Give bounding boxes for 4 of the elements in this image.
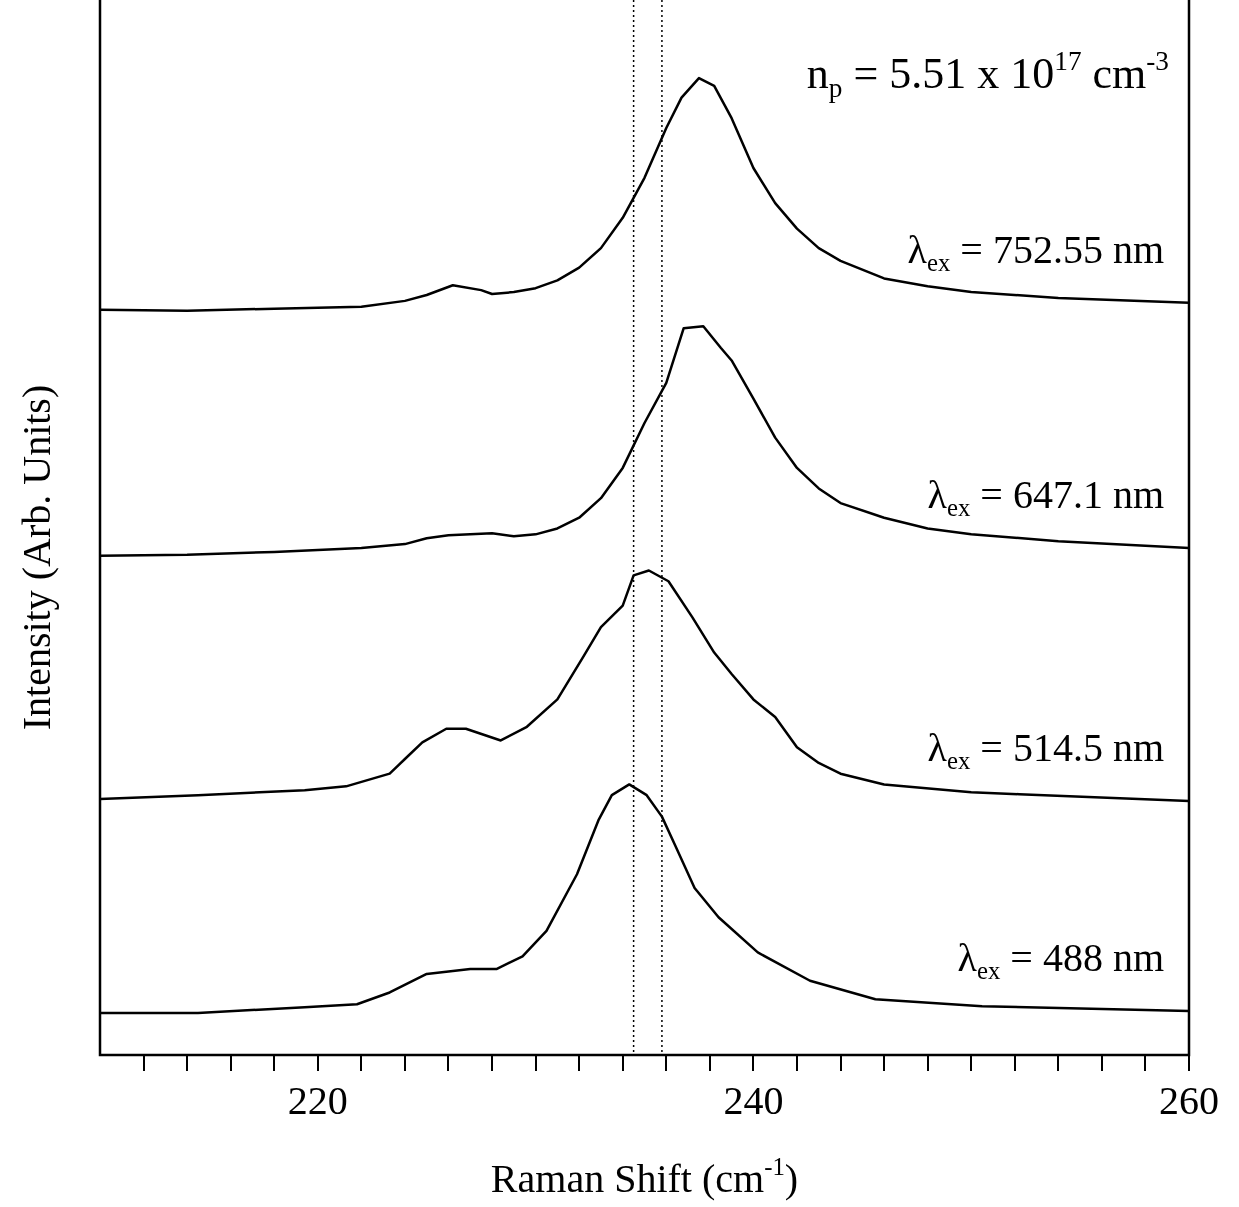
x-tick-label: 260 xyxy=(1159,1077,1219,1123)
x-tick-label: 220 xyxy=(287,1077,348,1123)
x-tick-label: 240 xyxy=(723,1077,784,1123)
y-axis-title: Intensity (Arb. Units) xyxy=(14,384,59,731)
